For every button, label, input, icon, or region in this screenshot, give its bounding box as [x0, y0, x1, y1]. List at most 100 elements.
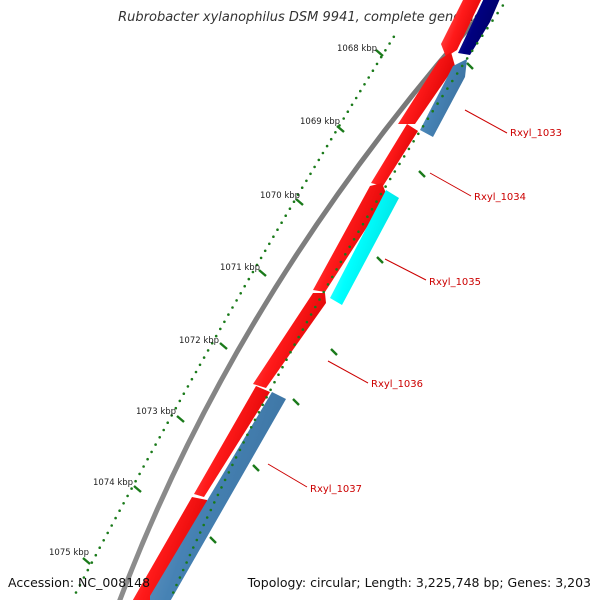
minor-tick-dot [346, 110, 350, 113]
major-tick-mark [258, 269, 267, 277]
minor-tick-dot [253, 418, 257, 422]
minor-tick-dot [234, 456, 238, 459]
minor-tick-dot [182, 392, 186, 396]
cds-forward-6 [194, 386, 270, 497]
map-title: Rubrobacter xylanophilus DSM 9941, compl… [118, 10, 482, 25]
minor-tick-dot [243, 284, 246, 288]
major-tick-mark [209, 536, 217, 544]
gene-Rxyl_1035 [330, 190, 399, 305]
minor-tick-dot [82, 576, 86, 579]
backbone-ring [117, 0, 497, 600]
minor-tick-dot [441, 94, 444, 98]
minor-tick-dot [465, 57, 469, 60]
minor-tick-dot [475, 42, 479, 45]
minor-tick-dot [288, 207, 292, 210]
minor-tick-dot [110, 524, 113, 527]
minor-tick-dot [321, 151, 325, 155]
minor-tick-dot [273, 380, 276, 384]
minor-tick-dot [223, 478, 227, 482]
minor-tick-dot [272, 235, 275, 238]
minor-tick-dot [388, 42, 391, 45]
minor-tick-dot [214, 334, 218, 338]
minor-tick-dot [106, 531, 109, 535]
minor-tick-dot [281, 365, 284, 369]
minor-tick-dot [486, 26, 489, 30]
minor-tick-dot [322, 290, 326, 294]
minor-tick-dot [202, 523, 205, 527]
minor-tick-dot [342, 117, 346, 120]
minor-tick-dot [138, 472, 141, 476]
minor-tick-dot [455, 72, 459, 75]
cds-forward-1 [441, 0, 482, 57]
minor-tick-dot [388, 177, 392, 181]
minor-tick-dot [239, 292, 242, 295]
minor-tick-dot [491, 19, 494, 22]
major-tick-mark [133, 485, 142, 493]
minor-tick-dot [162, 428, 165, 432]
minor-tick-dot [309, 313, 313, 316]
position-ticks: 1068 kbp 1069 kbp 1070 kbp 1071 kbp 1072 kbp… [49, 44, 384, 565]
minor-tick-dot [98, 546, 101, 549]
gene-label: Rxyl_1037 [310, 484, 362, 495]
minor-tick-dot [280, 221, 283, 224]
minor-tick-dot [289, 350, 292, 354]
minor-tick-dot [384, 185, 387, 188]
minor-tick-dot [205, 516, 209, 519]
minor-tick-dot [158, 436, 161, 439]
minor-tick-dot [114, 516, 117, 520]
minor-tick-dot [300, 186, 304, 189]
minor-tick-dot [134, 479, 137, 483]
minor-tick-dot [334, 131, 337, 134]
minor-tick-dot [242, 441, 245, 444]
minor-tick-dot [276, 228, 279, 231]
minor-tick-dot [318, 298, 321, 301]
major-tick-mark [176, 415, 185, 423]
minor-tick-dot [363, 83, 366, 86]
minor-tick-dot [235, 299, 238, 302]
minor-tick-dot [392, 35, 396, 39]
minor-tick-dot [175, 583, 178, 587]
minor-tick-dot [361, 222, 365, 226]
major-tick-mark [330, 348, 338, 356]
minor-tick-dot [194, 370, 198, 374]
minor-tick-dot [446, 87, 449, 90]
major-tick-mark [336, 125, 345, 133]
minor-tick-dot [431, 109, 435, 113]
minor-tick-dot [146, 457, 149, 461]
minor-tick-dot [170, 414, 173, 417]
cds-forward-2 [398, 52, 455, 124]
minor-tick-dot [126, 494, 129, 498]
minor-tick-dot [379, 192, 383, 196]
minor-tick-dot [227, 471, 231, 474]
minor-tick-dot [326, 283, 330, 286]
minor-tick-dot [344, 253, 347, 256]
position-tick-label: 1070 kbp [260, 191, 300, 201]
minor-tick-dot [195, 538, 199, 542]
minor-tick-dot [335, 268, 338, 271]
minor-tick-dot [238, 448, 242, 452]
cds-reverse-top [458, 0, 500, 55]
minor-tick-dot [384, 49, 387, 52]
minor-tick-dot [219, 327, 222, 331]
position-tick-label: 1074 kbp [93, 478, 133, 488]
minor-tick-dot [412, 140, 415, 143]
gene-labels: Rxyl_1033 Rxyl_1034 Rxyl_1035 Rxyl_1036 Rxyl… [267, 109, 562, 495]
gene-callout-line [267, 463, 308, 488]
minor-tick-dot [375, 62, 379, 66]
minor-tick-dot [292, 200, 296, 203]
minor-tick-dot [269, 388, 272, 392]
minor-tick-dot [285, 358, 288, 362]
minor-tick-dot [451, 79, 454, 83]
inner-tick-dots [172, 4, 505, 594]
minor-tick-dot [367, 76, 371, 79]
minor-tick-dot [402, 155, 406, 158]
minor-tick-dot [265, 396, 268, 399]
minor-tick-dot [172, 591, 175, 594]
genome-summary: Topology: circular; Length: 3,225,748 bp… [247, 575, 591, 590]
minor-tick-dot [263, 249, 267, 253]
minor-tick-dot [118, 509, 121, 512]
reverse-strand-track [150, 0, 500, 600]
position-tick-label: 1069 kbp [300, 117, 340, 127]
gene-Rxyl_1033 [420, 59, 467, 137]
